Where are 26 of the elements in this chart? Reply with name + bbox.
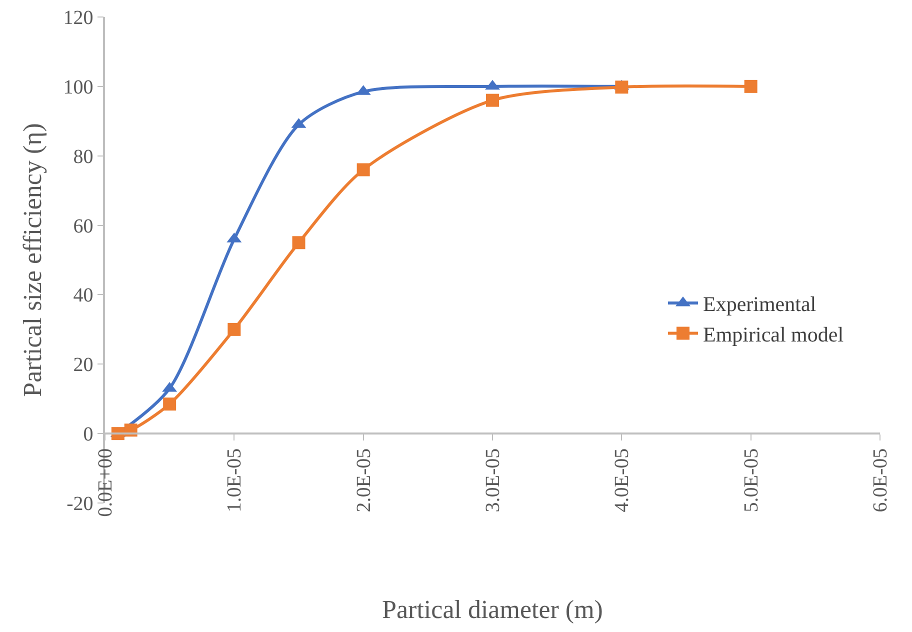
point — [486, 94, 499, 107]
point — [615, 80, 628, 94]
y-tick-label: 40 — [73, 284, 94, 307]
x-tick-label: 0.0E+00 — [94, 448, 116, 517]
x-axis-title: Partical diameter (m) — [382, 595, 603, 624]
x-tick-label: 5.0E-05 — [740, 448, 762, 512]
legend-label: Experimental — [703, 292, 816, 316]
x-tick-label: 1.0E-05 — [224, 448, 246, 512]
y-tick-label: -20 — [66, 493, 94, 515]
x-tick-label: 2.0E-05 — [352, 448, 375, 512]
point — [163, 398, 176, 411]
y-tick-label: 0 — [83, 424, 94, 446]
y-tick-label: 100 — [63, 76, 94, 98]
point — [744, 80, 758, 93]
point — [228, 322, 241, 336]
x-tick-label: 6.0E-05 — [870, 448, 892, 512]
y-axis-title: Partical size efficiency (η) — [18, 123, 48, 397]
point — [292, 236, 306, 250]
x-tick-label: 3.0E-05 — [482, 448, 504, 512]
y-tick-label: 120 — [63, 7, 94, 29]
y-tick-label: 60 — [73, 215, 94, 238]
y-tick-label: 80 — [73, 146, 94, 168]
y-tick-label: 20 — [73, 354, 94, 376]
x-tick-label: 4.0E-05 — [611, 448, 634, 512]
point — [356, 163, 370, 176]
legend-label: Empirical model — [703, 322, 844, 346]
